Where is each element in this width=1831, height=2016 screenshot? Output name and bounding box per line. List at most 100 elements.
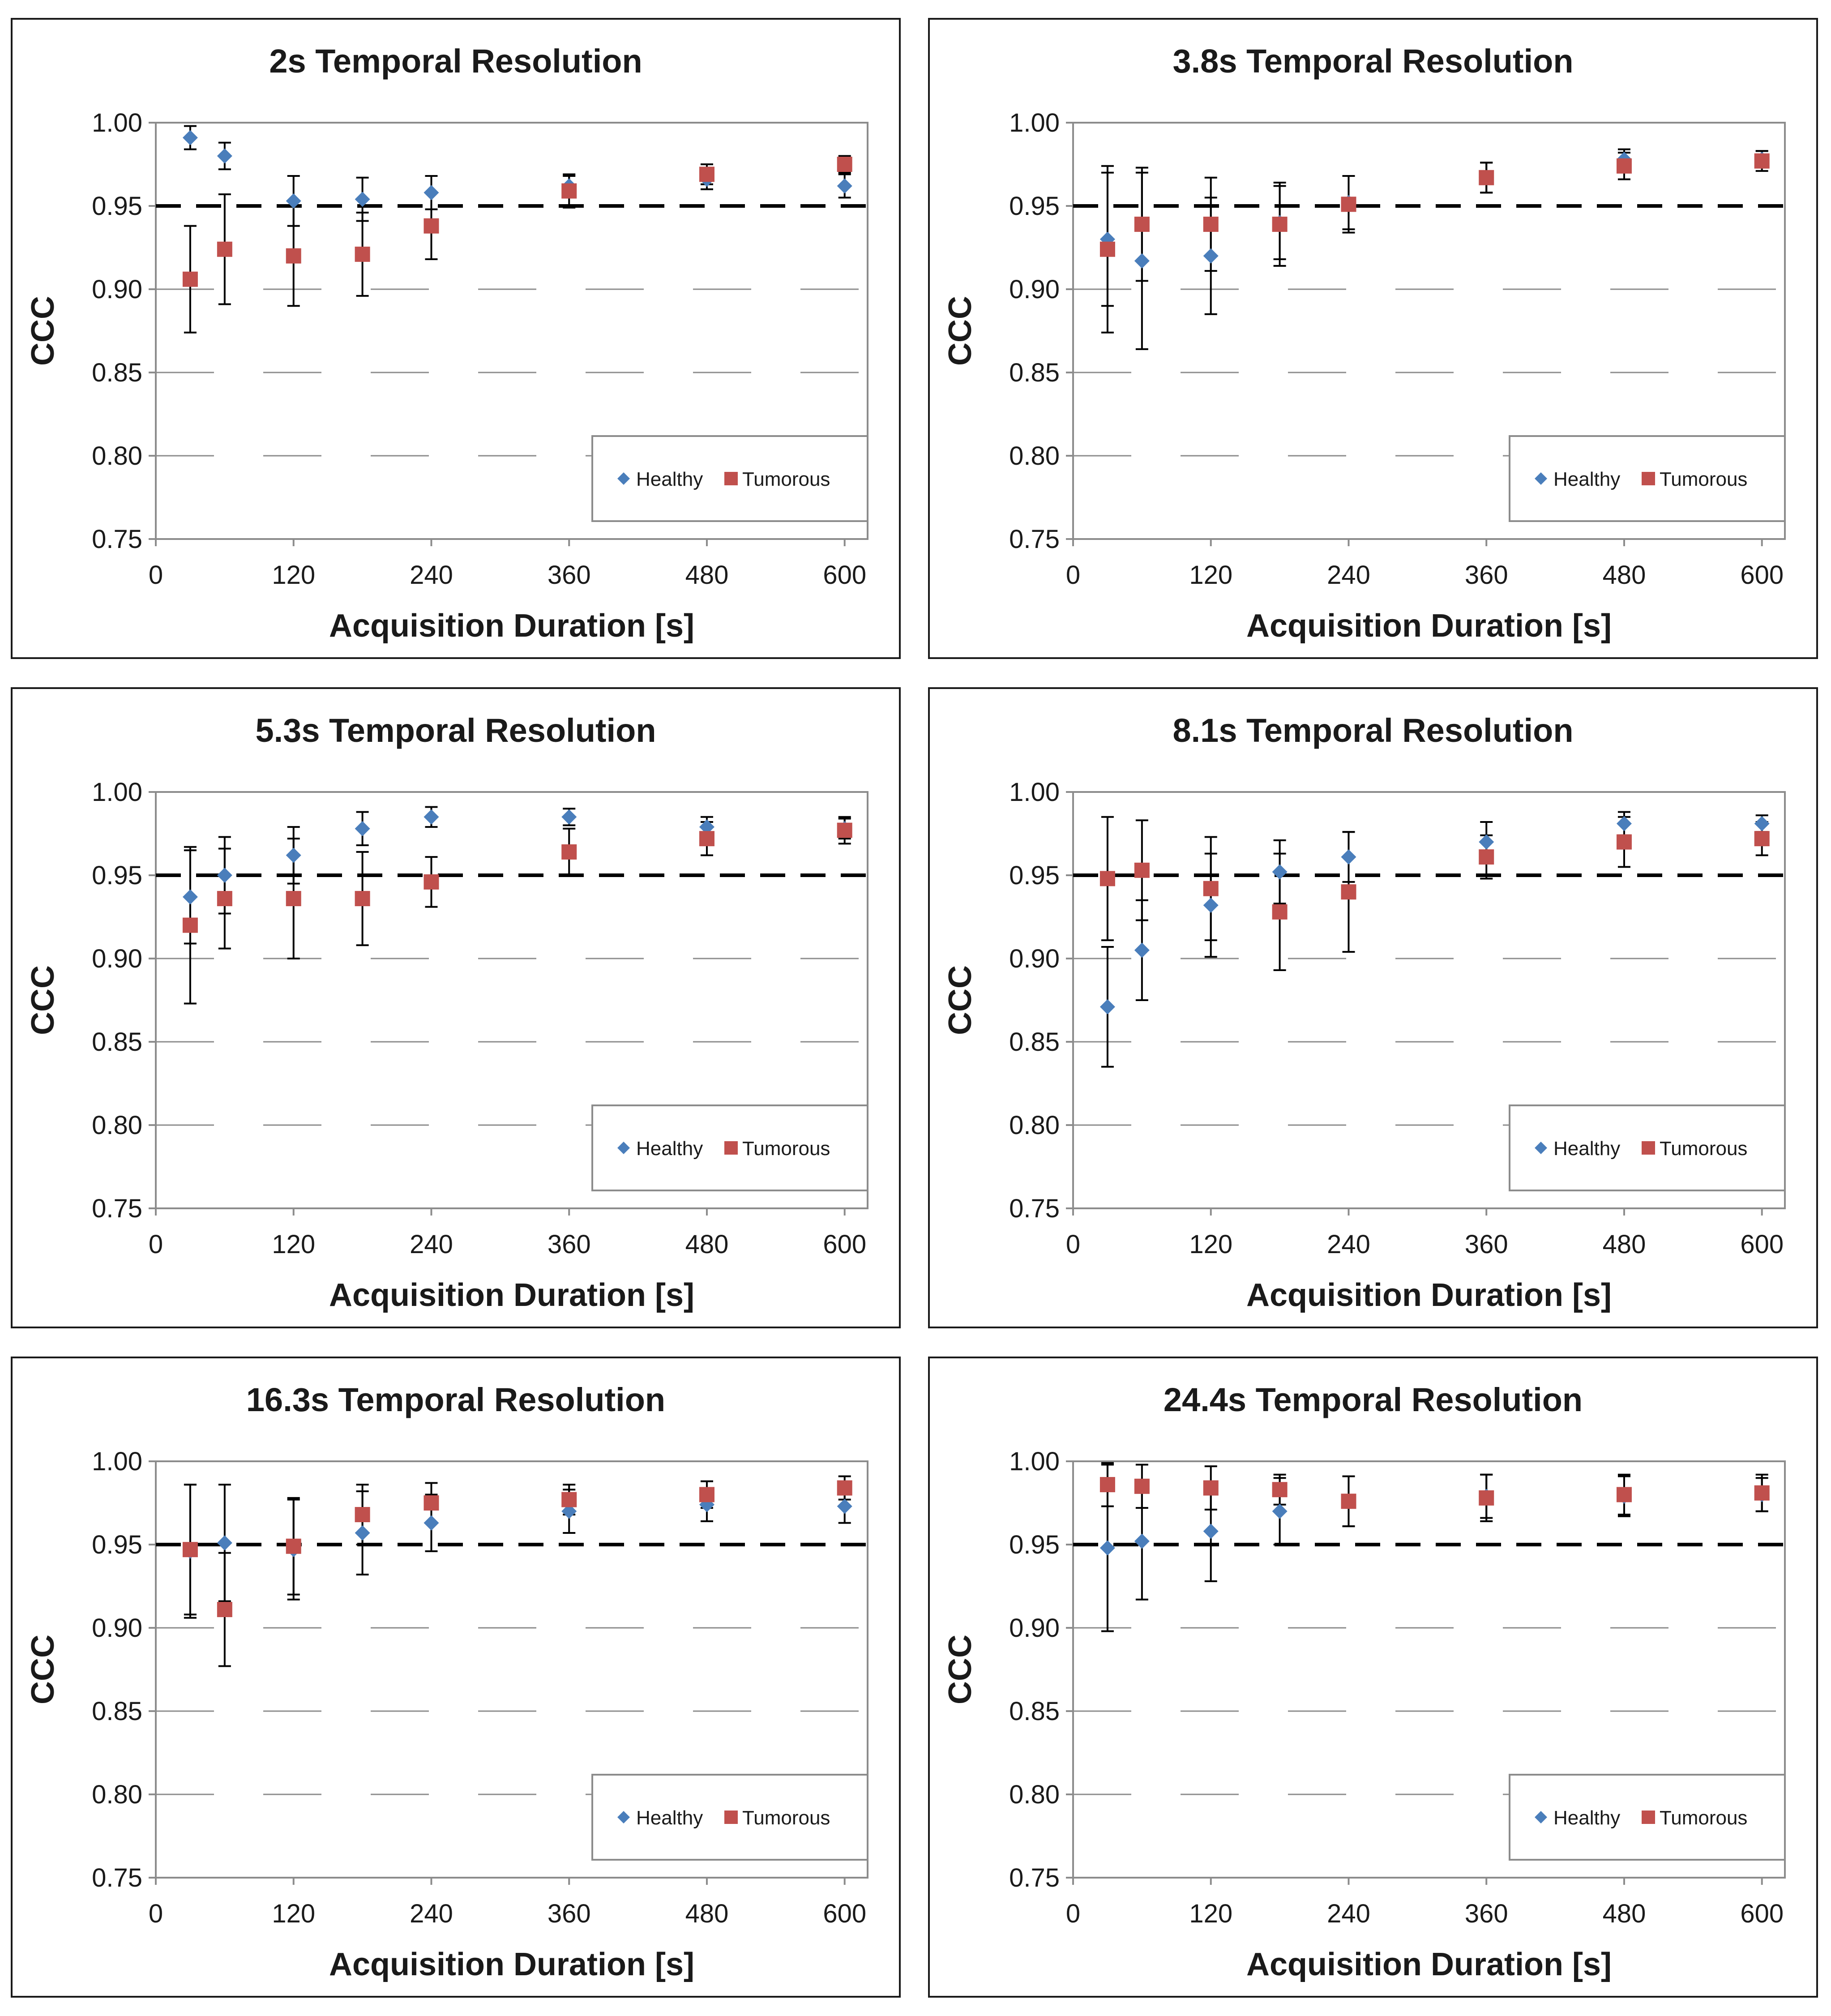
x-tick-label: 480 — [685, 1899, 729, 1928]
data-point-healthy — [1134, 253, 1150, 269]
data-point-tumorous — [561, 183, 577, 199]
legend-label-tumorous: Tumorous — [1660, 1138, 1747, 1160]
y-axis-label: CCC — [942, 1635, 978, 1704]
y-tick-label: 1.00 — [92, 108, 142, 137]
data-point-healthy — [1203, 1524, 1219, 1539]
data-point-tumorous — [1479, 170, 1494, 185]
x-tick-label: 360 — [1465, 1899, 1508, 1928]
chart-panel-3-8s: 3.8s Temporal Resolution 0.75 0.80 0.85 0.90… — [928, 18, 1818, 659]
data-point-tumorous — [424, 874, 439, 890]
data-point-tumorous — [286, 891, 301, 907]
legend-healthy-marker — [1535, 472, 1547, 485]
y-tick-label: 0.90 — [1009, 944, 1060, 973]
x-tick-label: 240 — [410, 1230, 453, 1259]
data-point-healthy — [424, 809, 439, 825]
legend-healthy-marker — [617, 1142, 630, 1154]
plot-area-frame — [1072, 1460, 1786, 1879]
x-tick-label: 600 — [823, 561, 866, 590]
legend-label-healthy: Healthy — [1553, 1807, 1620, 1829]
legend-label-healthy: Healthy — [1553, 468, 1620, 490]
y-tick-label: 0.85 — [92, 358, 142, 387]
y-tick-label: 0.90 — [1009, 275, 1060, 304]
data-point-healthy — [1616, 816, 1632, 831]
data-point-healthy — [837, 1498, 852, 1514]
data-point-tumorous — [355, 891, 370, 907]
x-tick-label: 0 — [1066, 1230, 1080, 1259]
x-tick-label: 600 — [1740, 1230, 1784, 1259]
x-tick-label: 600 — [1740, 1899, 1784, 1928]
data-point-tumorous — [561, 1492, 577, 1507]
data-point-tumorous — [182, 271, 198, 287]
data-point-tumorous — [217, 891, 232, 907]
y-tick-label: 0.85 — [1009, 1027, 1060, 1057]
x-tick-label: 360 — [548, 561, 591, 590]
data-point-healthy — [182, 889, 198, 905]
data-point-tumorous — [355, 246, 370, 262]
data-point-healthy — [217, 1535, 232, 1551]
legend-healthy-marker — [617, 1811, 630, 1823]
data-point-tumorous — [1754, 831, 1770, 847]
plot-area-frame — [155, 1460, 868, 1879]
data-point-tumorous — [182, 1542, 198, 1558]
x-tick-label: 120 — [1189, 1899, 1232, 1928]
chart-svg-24-4s: 24.4s Temporal Resolution 0.75 0.80 0.85 0.9… — [942, 1381, 1786, 1982]
y-tick-label: 0.80 — [1009, 1780, 1060, 1809]
legend-tumorous-marker — [724, 1141, 738, 1155]
y-tick-label: 1.00 — [1009, 108, 1060, 137]
y-tick-label: 0.85 — [92, 1697, 142, 1726]
data-point-tumorous — [286, 248, 301, 264]
data-point-tumorous — [837, 1480, 852, 1496]
data-point-healthy — [1203, 897, 1219, 913]
legend-label-healthy: Healthy — [636, 468, 703, 490]
plot-area-frame — [155, 122, 868, 540]
data-point-healthy — [217, 868, 232, 883]
data-point-tumorous — [1272, 904, 1288, 920]
data-point-tumorous — [1272, 216, 1288, 232]
data-point-healthy — [561, 1503, 577, 1519]
data-point-tumorous — [1134, 216, 1150, 232]
data-point-healthy — [286, 847, 301, 863]
plot-area-frame — [155, 791, 868, 1209]
y-tick-label: 0.75 — [1009, 1194, 1060, 1223]
data-point-healthy — [1099, 999, 1115, 1014]
legend: Healthy Tumorous — [1509, 1774, 1786, 1861]
data-point-healthy — [1134, 942, 1150, 958]
y-axis-label: CCC — [942, 965, 978, 1035]
data-point-tumorous — [561, 844, 577, 860]
legend-label-tumorous: Tumorous — [742, 1138, 830, 1160]
data-point-healthy — [1754, 816, 1770, 831]
data-point-tumorous — [837, 157, 852, 172]
data-point-tumorous — [1099, 871, 1115, 886]
data-point-tumorous — [1754, 153, 1770, 169]
y-tick-label: 0.90 — [92, 944, 142, 973]
x-axis-label: Acquisition Duration [s] — [329, 608, 694, 644]
data-point-tumorous — [699, 831, 714, 847]
x-tick-label: 360 — [548, 1899, 591, 1928]
data-point-healthy — [182, 130, 198, 146]
chart-title: 8.1s Temporal Resolution — [1172, 712, 1573, 749]
x-tick-label: 240 — [410, 561, 453, 590]
x-tick-label: 120 — [272, 561, 315, 590]
y-tick-label: 0.95 — [1009, 1530, 1060, 1559]
x-tick-label: 600 — [1740, 561, 1784, 590]
legend-tumorous-marker — [724, 472, 738, 485]
legend-healthy-marker — [617, 472, 630, 485]
legend-label-healthy: Healthy — [636, 1807, 703, 1829]
y-tick-label: 0.85 — [1009, 1697, 1060, 1726]
chart-panel-8-1s: 8.1s Temporal Resolution 0.75 0.80 0.85 0.90… — [928, 687, 1818, 1328]
legend: Healthy Tumorous — [591, 1104, 868, 1191]
data-point-healthy — [699, 1497, 714, 1512]
chart-svg-3-8s: 3.8s Temporal Resolution 0.75 0.80 0.85 0.90… — [942, 43, 1786, 644]
x-tick-label: 240 — [1327, 561, 1370, 590]
x-tick-label: 0 — [149, 1899, 163, 1928]
chart-svg-2s: 2s Temporal Resolution 0.75 0.80 0.85 0.90 0.… — [25, 43, 868, 644]
data-point-tumorous — [1616, 158, 1632, 174]
data-point-healthy — [1479, 834, 1494, 850]
data-point-tumorous — [1203, 216, 1219, 232]
chart-panel-5-3s: 5.3s Temporal Resolution 0.75 0.80 0.85 0.90… — [11, 687, 901, 1328]
y-tick-label: 1.00 — [1009, 778, 1060, 807]
data-point-tumorous — [286, 1538, 301, 1554]
y-tick-label: 0.90 — [92, 1614, 142, 1643]
legend: Healthy Tumorous — [1509, 1104, 1786, 1191]
y-axis-label: CCC — [25, 1635, 61, 1704]
